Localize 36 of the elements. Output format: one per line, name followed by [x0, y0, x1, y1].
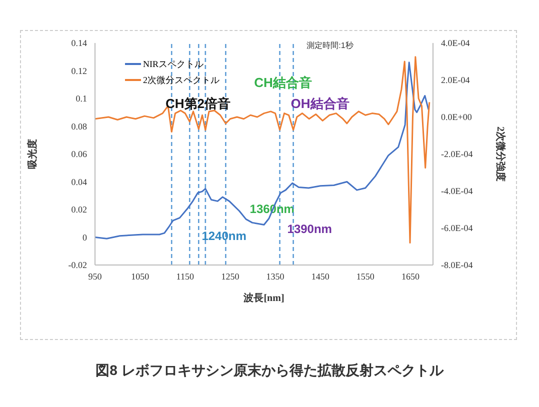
x-tick-label: 1650 [401, 271, 420, 282]
y2-tick-label: 2.0E-04 [441, 75, 470, 86]
x-axis-title: 波長[nm] [242, 292, 284, 304]
y2-tick-label: -2.0E-04 [441, 149, 474, 160]
y-tick-label: 0 [82, 232, 88, 242]
ref-line-label: 1390nm [287, 222, 332, 236]
y-tick-label: -0.02 [68, 260, 87, 270]
y2-tick-label: -8.0E-04 [441, 260, 474, 270]
text: 図8 レボフロキサシン原末から得た拡散反射スペクトル [94, 362, 445, 380]
annotation: 測定時間:1秒 [306, 40, 354, 51]
ref-line-label: 1240nm [202, 229, 246, 243]
legend-label: NIRスペクトル [143, 58, 204, 71]
x-tick-label: 1050 [131, 271, 150, 282]
y-tick-label: 0.12 [71, 66, 87, 76]
y-tick-label: 0.06 [71, 149, 88, 160]
x-tick-label: 1450 [311, 271, 330, 282]
y-tick-label: 0.04 [71, 176, 88, 187]
y2-tick-label: 0.0E+00 [441, 112, 472, 122]
annotation: OH結合音 [290, 95, 350, 113]
y2-tick-label: -6.0E-04 [441, 223, 474, 234]
legend-label: 2次微分スペクトル [143, 74, 220, 87]
annotation: CH第2倍音 [165, 95, 231, 113]
y-tick-label: 0.02 [71, 204, 87, 215]
y-tick-label: 0.08 [71, 121, 88, 132]
x-tick-label: 950 [88, 271, 102, 282]
y2-tick-label: -4.0E-04 [441, 186, 474, 196]
x-tick-label: 1250 [221, 271, 240, 282]
x-tick-label: 1550 [356, 271, 375, 282]
y-tick-label: 0.1 [76, 94, 87, 104]
x-tick-label: 1150 [176, 271, 194, 282]
x-tick-label: 1350 [266, 271, 285, 282]
y2-tick-label: 4.0E-04 [441, 38, 470, 48]
y2-axis-title: 2次微分強度 [494, 126, 506, 182]
y-axis-title: 吸光度 [26, 139, 39, 169]
annotation: CH結合音 [254, 74, 312, 92]
y-tick-label: 0.14 [71, 38, 88, 48]
